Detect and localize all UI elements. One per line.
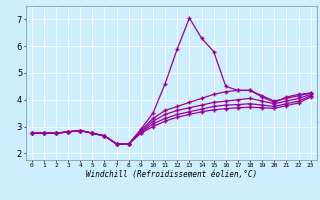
X-axis label: Windchill (Refroidissement éolien,°C): Windchill (Refroidissement éolien,°C)	[86, 170, 257, 179]
